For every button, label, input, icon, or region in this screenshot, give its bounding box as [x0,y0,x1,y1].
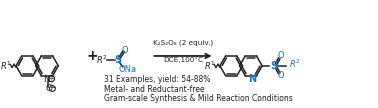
Text: +: + [87,49,98,63]
Text: $R^2$: $R^2$ [96,54,108,66]
Text: Metal- and Reductant-free: Metal- and Reductant-free [104,85,205,94]
Text: +: + [48,76,54,82]
Text: O: O [122,46,128,55]
Text: N: N [248,74,256,84]
Text: DCE,100°C: DCE,100°C [163,56,203,63]
Text: S: S [115,55,122,65]
Text: O: O [277,71,284,80]
Text: −: − [50,85,55,91]
Text: 31 Examples, yield: 54-88%: 31 Examples, yield: 54-88% [104,75,211,84]
Text: O: O [45,84,53,93]
Text: $R^2$: $R^2$ [289,58,301,70]
Text: $R^1$: $R^1$ [0,60,12,72]
Text: O: O [277,52,284,60]
Text: N: N [43,75,50,84]
Text: ONa: ONa [119,65,137,74]
Text: K₂S₂O₈ (2 equiv.): K₂S₂O₈ (2 equiv.) [153,40,213,46]
Text: S: S [270,61,277,71]
Text: Gram-scale Synthesis & Mild Reaction Conditions: Gram-scale Synthesis & Mild Reaction Con… [104,94,293,103]
Text: $R^1$: $R^1$ [204,60,216,72]
